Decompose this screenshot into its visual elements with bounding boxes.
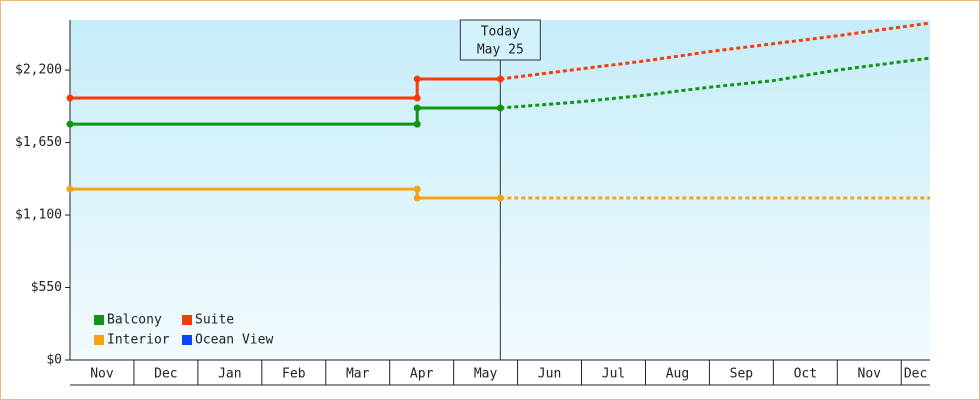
y-tick-label: $0 <box>46 353 62 368</box>
x-tick-label: Nov <box>90 367 114 382</box>
y-tick-label: $2,200 <box>15 63 62 78</box>
forecast-line <box>500 56 931 110</box>
y-tick-label: $1,100 <box>15 208 62 223</box>
series-line <box>70 187 501 200</box>
legend-label: Ocean View <box>195 333 273 348</box>
series-point <box>66 94 74 102</box>
legend-swatch <box>182 335 192 345</box>
legend-label: Balcony <box>107 313 162 328</box>
series-point <box>66 185 74 193</box>
x-tick-label: Dec <box>904 367 927 382</box>
series-point <box>413 120 421 128</box>
x-tick-label: Jul <box>602 367 625 382</box>
today-label: Today <box>481 25 520 40</box>
today-label: May 25 <box>477 43 524 58</box>
x-tick-label: Jun <box>538 367 561 382</box>
x-tick-label: Jan <box>218 367 241 382</box>
legend-label: Suite <box>195 313 234 328</box>
series-point <box>66 120 74 128</box>
x-tick-label: Mar <box>346 367 370 382</box>
legend-swatch <box>94 335 104 345</box>
series-point <box>413 185 421 193</box>
x-tick-label: May <box>474 367 498 382</box>
series-point <box>413 104 421 112</box>
y-tick-label: $1,650 <box>15 135 62 150</box>
series-point <box>413 194 421 202</box>
x-tick-label: Aug <box>666 367 689 382</box>
today-box <box>459 19 541 61</box>
x-tick-label: Feb <box>282 367 306 382</box>
forecast-line <box>500 21 931 81</box>
x-tick-label: Apr <box>410 367 434 382</box>
y-tick-label: $550 <box>31 280 62 295</box>
legend-swatch <box>94 315 104 325</box>
series-point <box>413 94 421 102</box>
series-line <box>70 106 501 126</box>
x-tick-label: Nov <box>858 367 882 382</box>
x-tick-label: Sep <box>730 367 754 382</box>
series-point <box>413 75 421 83</box>
series-line <box>70 77 501 100</box>
x-tick-label: Dec <box>154 367 177 382</box>
x-tick-label: Oct <box>794 367 817 382</box>
legend-swatch <box>182 315 192 325</box>
legend-label: Interior <box>107 333 170 348</box>
